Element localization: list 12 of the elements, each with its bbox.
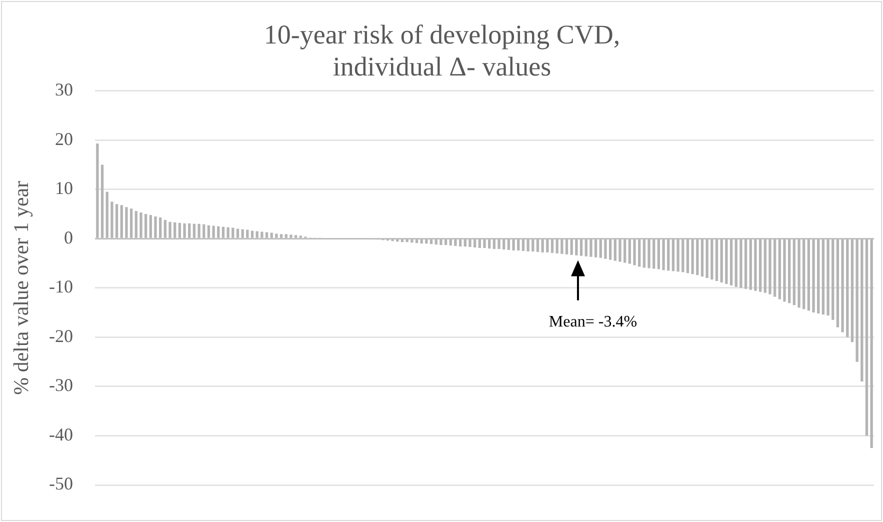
chart-title: 10-year risk of developing CVD, individual Δ- values	[264, 19, 620, 82]
y-tick-label: 20	[55, 128, 73, 149]
y-tick-label: 10	[55, 178, 73, 198]
y-tick-label: -30	[49, 375, 73, 396]
y-tick-label: -40	[49, 424, 73, 444]
y-tick-label: -50	[49, 474, 73, 494]
y-axis-title: % delta value over 1 year	[9, 180, 34, 395]
y-tick-label: 30	[55, 80, 73, 100]
y-tick-label: -20	[49, 326, 73, 346]
annotation: Mean= -3.4%	[548, 314, 638, 331]
y-tick-label: -10	[49, 276, 73, 297]
y-tick-label: 0	[64, 227, 73, 248]
